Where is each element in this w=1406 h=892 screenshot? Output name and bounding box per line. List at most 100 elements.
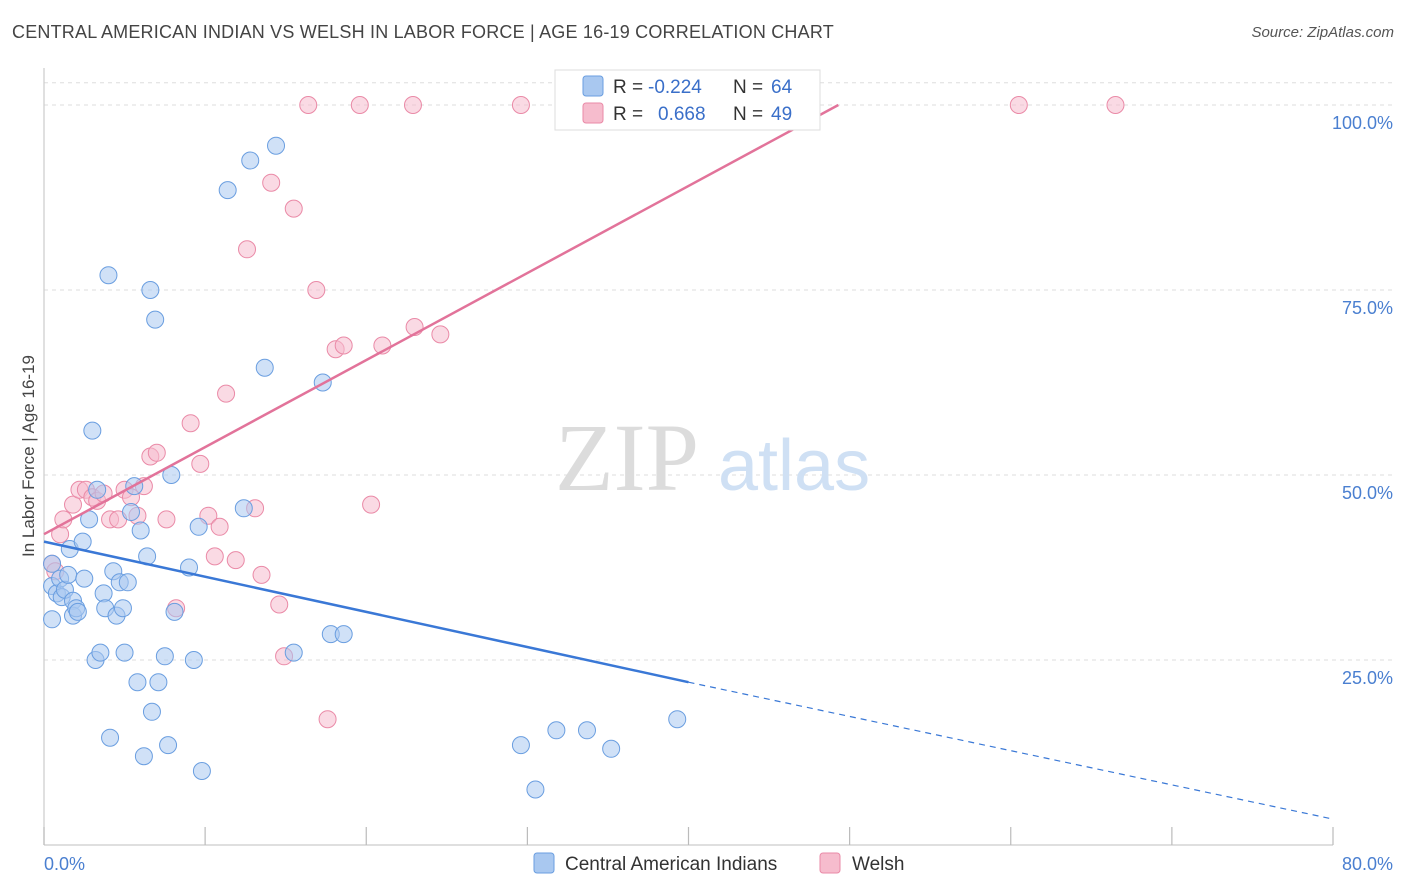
x-axis-ticks [43,827,1334,845]
y-tick-label-1: 50.0% [1342,483,1393,503]
source-label: Source: ZipAtlas.com [1251,24,1394,41]
legend-n-label-2: N = [733,104,763,125]
welsh-point-20 [181,414,200,433]
cai-point-36 [141,281,160,299]
cai-point-29 [118,573,137,592]
legend-r-value-1: -0.224 [648,77,702,98]
legend-r-label-2: R = [613,104,643,125]
central-american-indian-points [43,136,687,799]
cai-point-28 [115,643,134,662]
legend-n-value-1: 64 [771,77,793,98]
cai-point-47 [192,762,211,780]
cai-point-23 [101,728,120,747]
welsh-point-24 [210,517,229,536]
cai-point-62 [668,710,687,729]
cai-point-19 [91,643,110,662]
welsh-point-34 [299,96,318,114]
cai-point-41 [159,736,178,755]
bottom-legend-label-pink: Welsh [852,854,904,875]
welsh-point-48 [1106,96,1125,114]
x-tick-label-min: 0.0% [44,854,85,874]
cai-point-58 [526,780,545,799]
cai-point-61 [602,739,621,758]
cai-point-52 [267,136,286,155]
cai-point-49 [234,499,253,518]
cai-point-48 [218,181,237,200]
welsh-point-36 [318,710,337,729]
welsh-point-38 [334,336,353,355]
welsh-point-29 [252,565,271,584]
cai-point-38 [146,310,165,329]
legend-swatch-blue [582,75,604,97]
welsh-point-35 [307,281,326,299]
cai-point-16 [83,421,102,440]
legend-swatch-pink [582,102,604,124]
bottom-legend: Central American Indians Welsh [533,852,904,875]
welsh-point-4 [64,495,83,514]
welsh-point-26 [226,551,245,570]
cai-trend-line [43,540,689,684]
cai-point-12 [68,602,87,621]
welsh-point-21 [191,454,210,473]
watermark-atlas: atlas [718,426,870,506]
cai-point-27 [113,599,132,618]
cai-point-18 [88,480,107,499]
welsh-point-27 [238,240,257,259]
legend-n-label-1: N = [733,77,763,98]
cai-point-59 [547,721,566,740]
cai-point-37 [142,702,161,721]
welsh-point-39 [350,96,369,114]
cai-point-50 [241,151,260,170]
welsh-point-45 [511,96,530,114]
cai-point-43 [165,602,184,621]
cai-point-22 [99,266,118,285]
cai-point-32 [128,673,147,692]
welsh-point-33 [284,199,303,218]
cai-point-45 [184,651,203,669]
bottom-legend-swatch-pink [819,852,841,874]
y-axis-label: In Labor Force | Age 16-19 [19,355,38,557]
welsh-point-18 [157,510,176,529]
legend-r-value-2: 0.668 [658,104,706,125]
y-tick-label-2: 75.0% [1342,298,1393,318]
cai-point-0 [43,554,62,573]
legend-r-label-1: R = [613,77,643,98]
cai-point-7 [59,565,78,584]
legend-n-value-2: 49 [771,104,792,125]
cai-point-30 [122,503,141,521]
welsh-point-40 [362,495,381,514]
welsh-point-30 [262,173,281,192]
x-tick-label-max: 80.0% [1342,854,1393,874]
cai-point-14 [75,569,94,588]
watermark-zip: ZIP [555,404,699,511]
cai-point-57 [511,736,530,755]
cai-point-60 [577,721,596,740]
cai-trend-extension [688,681,1334,820]
cai-point-33 [131,521,150,540]
cai-point-53 [284,643,303,662]
bottom-legend-swatch-blue [533,852,555,874]
welsh-point-44 [431,325,450,344]
welsh-point-17 [147,443,166,462]
welsh-point-25 [217,384,236,403]
cai-point-56 [334,625,353,644]
stats-legend: R = -0.224 N = 64 R = 0.668 N = 49 [554,69,821,131]
cai-point-2 [43,610,62,629]
cai-point-46 [189,517,208,536]
welsh-point-23 [205,547,224,566]
y-tick-labels: 25.0% 50.0% 75.0% 100.0% [1332,113,1393,688]
y-tick-label-0: 25.0% [1342,668,1393,688]
cai-point-40 [155,647,174,666]
y-tick-label-3: 100.0% [1332,113,1393,133]
cai-point-39 [149,673,168,692]
welsh-point-31 [270,595,289,614]
chart-title: CENTRAL AMERICAN INDIAN VS WELSH IN LABO… [12,22,834,42]
welsh-point-42 [403,96,422,114]
cai-point-34 [134,747,153,766]
bottom-legend-label-blue: Central American Indians [565,854,777,875]
trend-lines [43,103,1334,820]
welsh-trend-line [43,103,839,536]
welsh-point-47 [1009,96,1028,114]
cai-point-51 [255,358,274,377]
